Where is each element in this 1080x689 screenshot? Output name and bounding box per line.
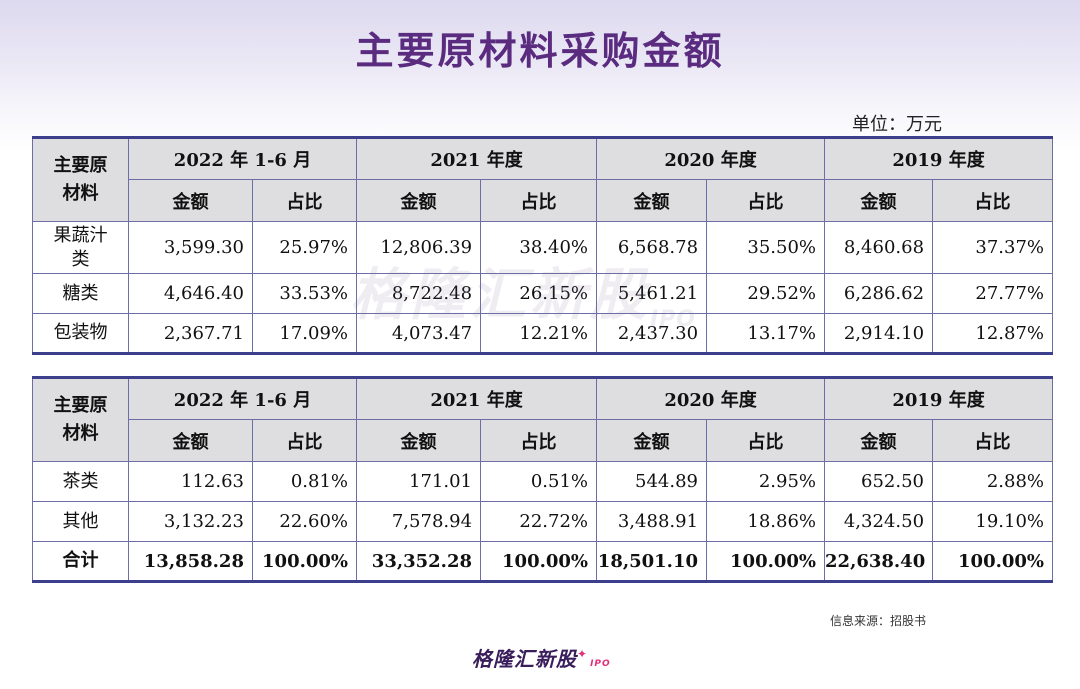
amount-header: 金额 — [128, 419, 253, 462]
amount-header: 金额 — [596, 179, 708, 222]
amount-header: 金额 — [596, 419, 708, 462]
ratio-cell: 2.88% — [932, 461, 1054, 502]
amount-cell: 33,352.28 — [356, 541, 482, 582]
period-header: 2021 年度 — [356, 377, 598, 420]
amount-cell: 3,599.30 — [128, 221, 253, 274]
ratio-cell: 0.81% — [251, 461, 358, 502]
ratio-cell: 17.09% — [251, 313, 358, 354]
period-header: 2020 年度 — [596, 377, 826, 420]
material-name: 糖类 — [32, 273, 129, 314]
ratio-header: 占比 — [251, 419, 358, 462]
period-header: 2020 年度 — [596, 137, 826, 180]
ratio-cell: 18.86% — [706, 501, 826, 542]
ratio-cell: 2.95% — [706, 461, 826, 502]
corner-header: 主要原 材料 — [32, 137, 129, 222]
ratio-cell: 100.00% — [251, 541, 358, 582]
table-row: 包装物 2,367.71 17.09% 4,073.47 12.21% 2,437.30 1… — [32, 313, 1054, 354]
amount-cell: 6,286.62 — [824, 273, 934, 314]
period-header: 2022 年 1-6 月 — [127, 377, 358, 420]
ratio-cell: 19.10% — [932, 501, 1054, 542]
ratio-header: 占比 — [706, 179, 826, 222]
materials-table-2: 主要原 材料 2022 年 1-6 月 2021 年度 2020 年度 2019… — [32, 376, 1054, 583]
amount-cell: 12,806.39 — [356, 221, 482, 274]
ratio-cell: 13.17% — [706, 313, 826, 354]
amount-cell: 652.50 — [824, 461, 934, 502]
ratio-header: 占比 — [480, 419, 598, 462]
table-row: 茶类 112.63 0.81% 171.01 0.51% 544.89 2.95% 652.5… — [32, 461, 1054, 502]
ratio-cell: 22.72% — [480, 501, 598, 542]
material-name: 其他 — [32, 501, 129, 542]
table2-body: 茶类 112.63 0.81% 171.01 0.51% 544.89 2.95% 652.5… — [32, 461, 1054, 582]
amount-cell: 4,324.50 — [824, 501, 934, 542]
amount-cell: 4,646.40 — [128, 273, 253, 314]
period-header: 2021 年度 — [356, 137, 598, 180]
amount-cell: 5,461.21 — [596, 273, 708, 314]
amount-cell: 22,638.40 — [824, 541, 934, 582]
ratio-cell: 12.87% — [932, 313, 1054, 354]
amount-cell: 112.63 — [128, 461, 253, 502]
ratio-cell: 29.52% — [706, 273, 826, 314]
ratio-cell: 100.00% — [480, 541, 598, 582]
ratio-header: 占比 — [932, 179, 1054, 222]
amount-cell: 6,568.78 — [596, 221, 708, 274]
unit-label: 单位：万元 — [852, 114, 942, 135]
ratio-cell: 25.97% — [251, 221, 358, 274]
ratio-cell: 37.37% — [932, 221, 1054, 274]
ratio-cell: 22.60% — [251, 501, 358, 542]
period-header: 2022 年 1-6 月 — [127, 137, 358, 180]
amount-cell: 544.89 — [596, 461, 708, 502]
amount-cell: 18,501.10 — [596, 541, 708, 582]
amount-header: 金额 — [128, 179, 253, 222]
material-name: 茶类 — [32, 461, 129, 502]
ratio-cell: 26.15% — [480, 273, 598, 314]
amount-cell: 3,132.23 — [128, 501, 253, 542]
ratio-cell: 12.21% — [480, 313, 598, 354]
ratio-cell: 100.00% — [706, 541, 826, 582]
amount-cell: 4,073.47 — [356, 313, 482, 354]
amount-header: 金额 — [356, 179, 482, 222]
amount-header: 金额 — [824, 419, 934, 462]
ratio-header: 占比 — [932, 419, 1054, 462]
amount-cell: 2,367.71 — [128, 313, 253, 354]
source-note: 信息来源：招股书 — [830, 614, 927, 628]
ratio-header: 占比 — [251, 179, 358, 222]
amount-cell: 8,722.48 — [356, 273, 482, 314]
spark-icon: ✦ — [577, 647, 589, 661]
page-title: 主要原材料采购金额 — [355, 29, 725, 73]
period-header: 2019 年度 — [824, 377, 1054, 420]
amount-cell: 13,858.28 — [128, 541, 253, 582]
amount-cell: 7,578.94 — [356, 501, 482, 542]
amount-header: 金额 — [356, 419, 482, 462]
table-row: 糖类 4,646.40 33.53% 8,722.48 26.15% 5,461.21 29… — [32, 273, 1054, 314]
ratio-header: 占比 — [706, 419, 826, 462]
material-name: 果蔬汁 类 — [32, 221, 129, 274]
table-row: 其他 3,132.23 22.60% 7,578.94 22.72% 3,488.91 18… — [32, 501, 1054, 542]
amount-cell: 2,437.30 — [596, 313, 708, 354]
material-name: 合计 — [32, 541, 129, 582]
materials-table-1: 主要原 材料 2022 年 1-6 月 2021 年度 2020 年度 2019… — [32, 136, 1054, 355]
corner-header: 主要原 材料 — [32, 377, 129, 462]
table1-body: 果蔬汁 类 3,599.30 25.97% 12,806.39 38.40% 6,568.… — [32, 221, 1054, 354]
amount-cell: 3,488.91 — [596, 501, 708, 542]
amount-cell: 2,914.10 — [824, 313, 934, 354]
ratio-cell: 38.40% — [480, 221, 598, 274]
amount-header: 金额 — [824, 179, 934, 222]
table-row: 合计 13,858.28 100.00% 33,352.28 100.00% 18,501… — [32, 541, 1054, 582]
ratio-cell: 0.51% — [480, 461, 598, 502]
amount-cell: 171.01 — [356, 461, 482, 502]
ratio-cell: 27.77% — [932, 273, 1054, 314]
ratio-cell: 100.00% — [932, 541, 1054, 582]
ratio-cell: 33.53% — [251, 273, 358, 314]
period-header: 2019 年度 — [824, 137, 1054, 180]
table-row: 果蔬汁 类 3,599.30 25.97% 12,806.39 38.40% 6,568.… — [32, 221, 1054, 274]
ratio-cell: 35.50% — [706, 221, 826, 274]
amount-cell: 8,460.68 — [824, 221, 934, 274]
material-name: 包装物 — [32, 313, 129, 354]
ratio-header: 占比 — [480, 179, 598, 222]
brand-logo: 格隆汇新股✦IPO — [472, 647, 611, 671]
